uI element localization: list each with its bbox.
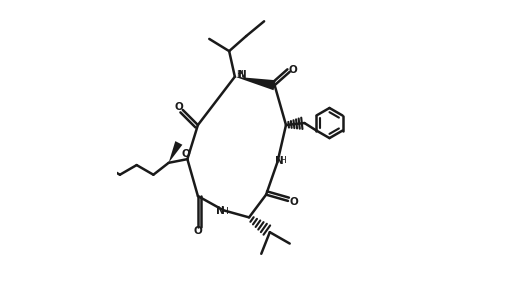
Text: O: O bbox=[288, 65, 297, 75]
Text: H: H bbox=[279, 156, 286, 165]
Text: N: N bbox=[216, 206, 225, 216]
Text: O: O bbox=[182, 149, 191, 159]
Text: N: N bbox=[275, 156, 283, 166]
Text: N: N bbox=[238, 70, 247, 80]
Polygon shape bbox=[235, 77, 276, 90]
Text: O: O bbox=[193, 226, 202, 236]
Text: H: H bbox=[221, 207, 228, 216]
Polygon shape bbox=[169, 141, 182, 163]
Text: H: H bbox=[236, 70, 242, 79]
Text: O: O bbox=[175, 102, 183, 112]
Text: O: O bbox=[289, 197, 298, 207]
